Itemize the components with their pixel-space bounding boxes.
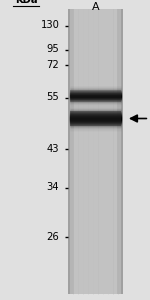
Text: 72: 72 [46,59,59,70]
Text: KDa: KDa [15,0,38,5]
Bar [70,111,122,126]
Bar [74,9,117,294]
Text: 130: 130 [40,20,59,31]
Bar [70,9,122,294]
Bar [68,9,123,294]
Text: 43: 43 [47,143,59,154]
Text: 34: 34 [47,182,59,193]
Bar [70,90,122,102]
Text: 55: 55 [46,92,59,103]
Text: A: A [92,2,99,13]
Text: 95: 95 [46,44,59,55]
Text: 26: 26 [46,232,59,242]
